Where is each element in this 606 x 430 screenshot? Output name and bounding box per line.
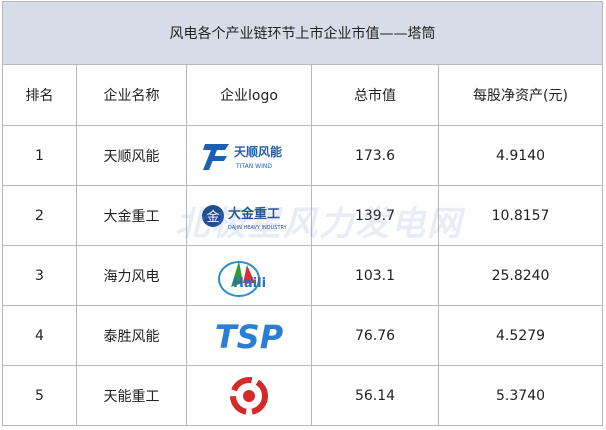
net-asset: 25.8240 xyxy=(437,245,604,306)
rank: 4 xyxy=(2,305,77,366)
company: 天能重工 xyxy=(76,365,187,426)
logo: TSP xyxy=(215,318,284,356)
logo-text: DAJIN HEAVY INDUSTRY xyxy=(228,225,288,231)
net-asset: 10.8157 xyxy=(437,185,604,246)
rank: 3 xyxy=(2,245,77,306)
header-row: 排名 企业名称 企业logo 总市值 每股净资产(元) xyxy=(2,64,604,126)
market-cap: 103.1 xyxy=(311,245,439,306)
svg-text:金: 金 xyxy=(206,209,219,225)
company: 泰胜风能 xyxy=(76,305,187,366)
rank: 1 xyxy=(2,125,77,186)
company: 海力风电 xyxy=(76,245,187,306)
market-cap: 76.76 xyxy=(311,305,439,366)
header-cell: 排名 xyxy=(2,64,77,126)
logo-text: TITAN WIND xyxy=(235,163,272,170)
market-cap: 56.14 xyxy=(311,365,439,426)
logo xyxy=(230,376,268,415)
logo-text: TSP xyxy=(215,318,284,356)
net-asset: 5.3740 xyxy=(437,365,604,426)
logo-cell xyxy=(186,365,312,426)
title-row: 风电各个产业链环节上市企业市值——塔筒 xyxy=(1,1,604,65)
company: 天顺风能 xyxy=(76,125,187,186)
rank: 5 xyxy=(2,365,77,426)
company: 大金重工 xyxy=(76,185,187,246)
header-cell: 企业logo xyxy=(186,64,312,126)
header-cell: 企业名称 xyxy=(76,64,187,126)
logo: 金 大金重工 DAJIN HEAVY INDUSTRY xyxy=(202,204,288,231)
logo-text: Haili xyxy=(233,276,266,291)
logo-cell: 金 大金重工 DAJIN HEAVY INDUSTRY xyxy=(186,185,312,246)
header-cell: 每股净资产(元) xyxy=(437,64,604,126)
table-row: 4 泰胜风能 TSP 76.76 4.5279 xyxy=(2,305,604,366)
logo-text: 天顺风能 xyxy=(234,144,282,159)
market-cap: 173.6 xyxy=(311,125,439,186)
logo: 天顺风能 TITAN WIND xyxy=(203,143,282,170)
logo-cell: TSP xyxy=(186,305,312,366)
header-cell: 总市值 xyxy=(311,64,439,126)
table-row: 2 大金重工 金 大金重工 DAJIN HEAVY INDUSTRY 139.7… xyxy=(2,185,604,246)
net-asset: 4.5279 xyxy=(437,305,604,366)
table-row: 3 海力风电 Haili 103.1 25.8240 xyxy=(2,245,604,306)
net-asset: 4.9140 xyxy=(437,125,604,186)
table-row: 1 天顺风能 天顺风能 TITAN WIND 173.6 4.9140 xyxy=(2,125,604,186)
logo: Haili xyxy=(218,260,266,297)
logo-cell: 天顺风能 TITAN WIND xyxy=(186,125,312,186)
logo-cell: Haili xyxy=(186,245,312,306)
market-cap: 139.7 xyxy=(311,185,439,246)
rank: 2 xyxy=(2,185,77,246)
table-row: 5 天能重工 56.14 5.3740 xyxy=(2,365,604,426)
logo-text: 大金重工 xyxy=(228,206,280,222)
table-title: 风电各个产业链环节上市企业市值——塔筒 xyxy=(1,1,604,65)
